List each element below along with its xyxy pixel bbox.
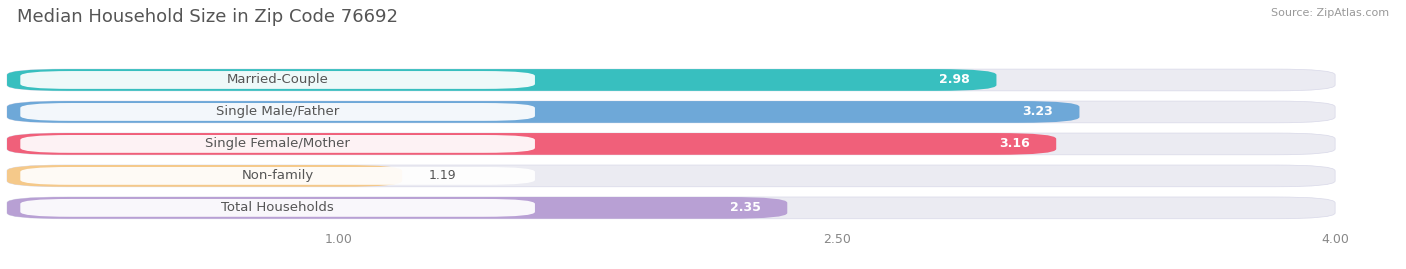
FancyBboxPatch shape — [7, 197, 787, 219]
Text: Median Household Size in Zip Code 76692: Median Household Size in Zip Code 76692 — [17, 8, 398, 26]
Text: 3.23: 3.23 — [1022, 105, 1053, 118]
Text: Single Female/Mother: Single Female/Mother — [205, 137, 350, 150]
FancyBboxPatch shape — [20, 71, 534, 89]
Text: 1.19: 1.19 — [429, 169, 457, 182]
FancyBboxPatch shape — [7, 133, 1056, 155]
Text: 2.35: 2.35 — [730, 201, 761, 214]
Text: Non-family: Non-family — [242, 169, 314, 182]
FancyBboxPatch shape — [20, 167, 534, 185]
FancyBboxPatch shape — [7, 69, 1336, 91]
Text: Source: ZipAtlas.com: Source: ZipAtlas.com — [1271, 8, 1389, 18]
Text: Married-Couple: Married-Couple — [226, 73, 329, 86]
FancyBboxPatch shape — [7, 69, 997, 91]
FancyBboxPatch shape — [7, 133, 1336, 155]
FancyBboxPatch shape — [7, 101, 1336, 123]
Text: 3.16: 3.16 — [998, 137, 1029, 150]
FancyBboxPatch shape — [7, 165, 402, 187]
FancyBboxPatch shape — [7, 197, 1336, 219]
FancyBboxPatch shape — [7, 101, 1080, 123]
FancyBboxPatch shape — [20, 199, 534, 217]
FancyBboxPatch shape — [20, 135, 534, 153]
Text: Single Male/Father: Single Male/Father — [217, 105, 339, 118]
Text: Total Households: Total Households — [221, 201, 335, 214]
FancyBboxPatch shape — [7, 165, 1336, 187]
FancyBboxPatch shape — [20, 103, 534, 121]
Text: 2.98: 2.98 — [939, 73, 970, 86]
